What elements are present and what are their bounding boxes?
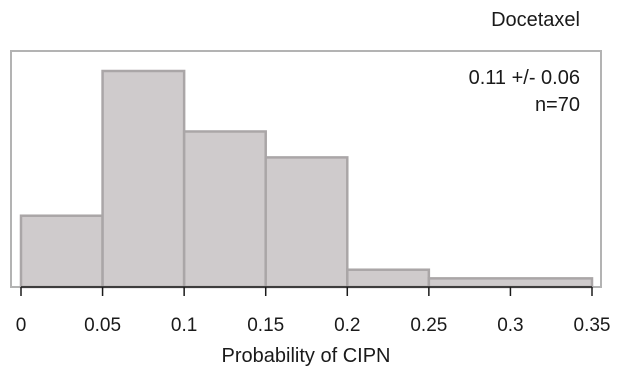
annotation-mean-sd: 0.11 +/- 0.06: [469, 67, 580, 89]
chart-title: Docetaxel: [491, 9, 580, 31]
histogram-bar-1: [101, 69, 186, 289]
histogram-bar-4: [346, 268, 431, 289]
x-tick-label: 0.3: [497, 315, 523, 336]
bars-group: [19, 69, 594, 289]
x-tick-label: 0: [16, 315, 27, 336]
annotation-n: n=70: [535, 94, 580, 116]
x-tick-label: 0.25: [410, 315, 447, 336]
x-ticks-group: 0 0.05 0.1 0.15 0.2 0.25 0.3 0.35: [16, 287, 611, 336]
x-tick-label: 0.1: [171, 315, 197, 336]
x-tick-label: 0.15: [247, 315, 284, 336]
x-tick-label: 0.35: [574, 315, 611, 336]
histogram-bar-0: [19, 214, 104, 289]
histogram-bar-3: [264, 156, 349, 289]
histogram-bar-2: [182, 130, 267, 289]
x-tick-label: 0.2: [334, 315, 360, 336]
x-tick-label: 0.05: [84, 315, 121, 336]
x-axis-title: Probability of CIPN: [222, 345, 391, 367]
histogram-bar-5: [427, 277, 594, 289]
